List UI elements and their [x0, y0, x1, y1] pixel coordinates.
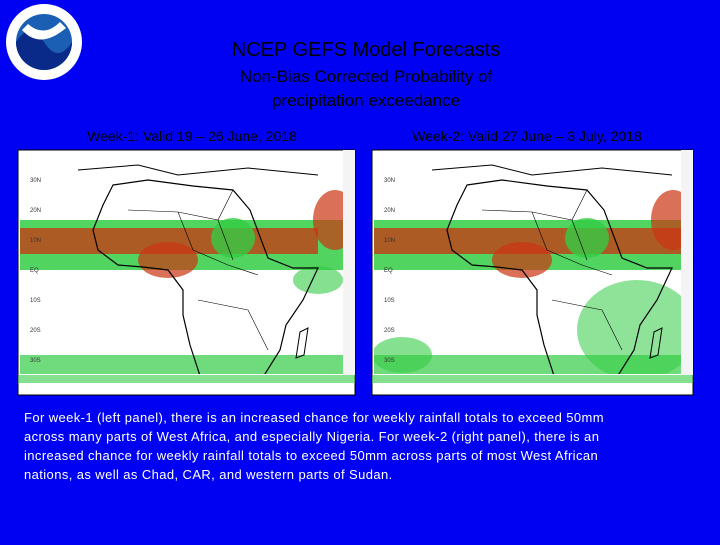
rain-east: [313, 190, 343, 250]
color-bar: [343, 150, 355, 375]
caption-line: across many parts of West Africa, and es…: [24, 429, 599, 444]
lat-label: 30N: [30, 178, 41, 184]
rain-ocean: [374, 337, 432, 373]
color-bar: [681, 150, 693, 375]
map-field: [374, 164, 681, 374]
lat-label: 20S: [384, 328, 395, 334]
noaa-logo: [6, 4, 82, 80]
rain-south: [20, 355, 343, 374]
rain-blob: [492, 242, 552, 278]
madagascar: [649, 327, 663, 359]
map-field: [20, 164, 343, 374]
europe-coast: [77, 164, 319, 176]
map-panel: 30N 20N 10N EQ 10S 20S 30S: [371, 149, 694, 396]
title: NCEP GEFS Model Forecasts: [232, 39, 501, 61]
rain-blob: [138, 242, 198, 278]
lat-label: 20S: [30, 328, 41, 334]
lat-label: 10N: [384, 238, 395, 244]
panel-label: Week-2: Valid 27 June – 3 July, 2018: [412, 128, 642, 144]
map-panel: 30N 20N 10N EQ 10S 20S 30S: [17, 149, 356, 396]
lat-label: 10S: [384, 298, 395, 304]
caption-line: For week-1 (left panel), there is an inc…: [24, 410, 604, 425]
borders: [127, 189, 269, 351]
lat-label: 30S: [30, 358, 41, 364]
rain-ocean: [293, 266, 343, 294]
europe-coast: [431, 164, 673, 176]
madagascar: [295, 327, 309, 359]
rain-east: [651, 190, 681, 250]
legend-strip: [18, 375, 355, 383]
coastline: [446, 179, 673, 374]
caption: For week-1 (left panel), there is an inc…: [24, 410, 604, 482]
lat-label: 30N: [384, 178, 395, 184]
caption-line: nations, as well as Chad, CAR, and weste…: [24, 467, 393, 482]
rain-blob: [565, 218, 609, 258]
lat-label: 10N: [30, 238, 41, 244]
legend-strip: [372, 375, 693, 383]
lat-label: EQ: [30, 268, 39, 274]
lat-label: 10S: [30, 298, 41, 304]
caption-line: increased chance for weekly rainfall tot…: [24, 448, 598, 463]
rain-blob: [211, 218, 255, 258]
rain-ocean: [577, 280, 681, 374]
lat-label: EQ: [384, 268, 393, 274]
subtitle: precipitation exceedance: [272, 91, 460, 110]
coastline: [92, 179, 319, 374]
lat-label: 20N: [30, 208, 41, 214]
lat-label: 20N: [384, 208, 395, 214]
borders: [481, 189, 623, 351]
panel-label: Week-1: Valid 19 – 26 June, 2018: [87, 128, 297, 144]
subtitle: Non-Bias Corrected Probability of: [240, 67, 493, 86]
lat-label: 30S: [384, 358, 395, 364]
